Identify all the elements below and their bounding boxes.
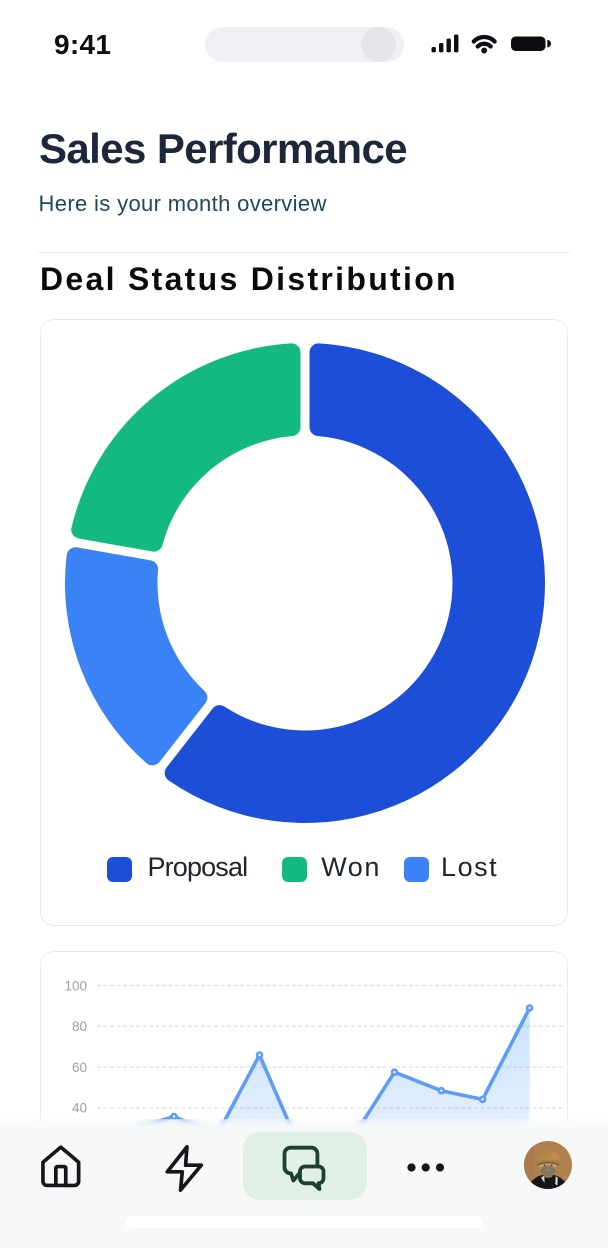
svg-text:100: 100 bbox=[64, 978, 87, 993]
svg-text:60: 60 bbox=[72, 1060, 87, 1075]
svg-text:80: 80 bbox=[72, 1019, 87, 1034]
svg-text:40: 40 bbox=[72, 1101, 87, 1116]
